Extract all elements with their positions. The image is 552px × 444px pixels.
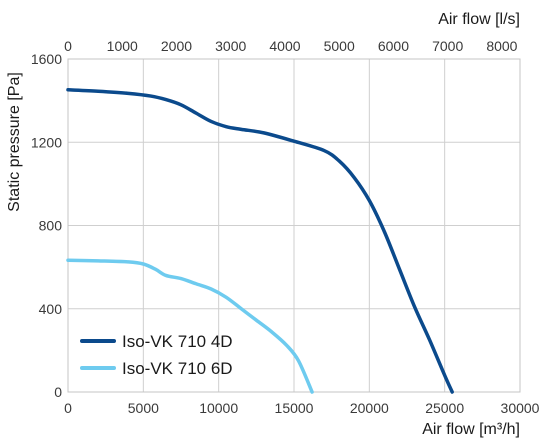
- y-tick-label: 1200: [31, 134, 62, 150]
- legend-item-4d: Iso-VK 710 4D: [80, 332, 233, 351]
- y-tick-label: 0: [54, 384, 62, 400]
- legend-label-4d: Iso-VK 710 4D: [122, 332, 233, 351]
- top-x-tick-label: 1000: [107, 38, 138, 54]
- bottom-x-tick-label: 15000: [275, 400, 314, 416]
- bottom-x-tick-label: 20000: [350, 400, 389, 416]
- bottom-x-tick-label: 25000: [425, 400, 464, 416]
- y-tick-label: 800: [39, 218, 63, 234]
- plot-area-frame: [67, 58, 521, 393]
- top-x-tick-label: 6000: [378, 38, 409, 54]
- top-x-tick-label: 2000: [161, 38, 192, 54]
- legend: Iso-VK 710 4D Iso-VK 710 6D: [80, 332, 233, 378]
- top-x-tick-label: 5000: [324, 38, 355, 54]
- top-x-tick-label: 3000: [215, 38, 246, 54]
- y-tick-label: 400: [39, 301, 63, 317]
- top-x-axis-title: Air flow [l/s]: [438, 11, 520, 28]
- bottom-x-tick-label: 30000: [501, 400, 540, 416]
- bottom-x-tick-label: 5000: [128, 400, 159, 416]
- series-line-4d: [66, 88, 454, 394]
- legend-item-6d: Iso-VK 710 6D: [80, 359, 233, 378]
- bottom-x-tick-label: 10000: [199, 400, 238, 416]
- y-axis-title: Static pressure [Pa]: [6, 72, 23, 212]
- bottom-x-tick-label: 0: [64, 400, 72, 416]
- bottom-x-axis-title: Air flow [m³/h]: [422, 421, 520, 438]
- top-x-tick-label: 0: [64, 38, 72, 54]
- series-line-6d: [66, 258, 314, 394]
- top-x-tick-label: 7000: [432, 38, 463, 54]
- tick-labels: 0 5000 10000 15000 20000 25000 300000400800120…: [31, 38, 540, 416]
- y-tick-label: 1600: [31, 51, 62, 67]
- top-x-tick-label: 4000: [269, 38, 300, 54]
- legend-label-6d: Iso-VK 710 6D: [122, 359, 233, 378]
- series-lines: [66, 88, 454, 394]
- top-x-tick-label: 8000: [486, 38, 517, 54]
